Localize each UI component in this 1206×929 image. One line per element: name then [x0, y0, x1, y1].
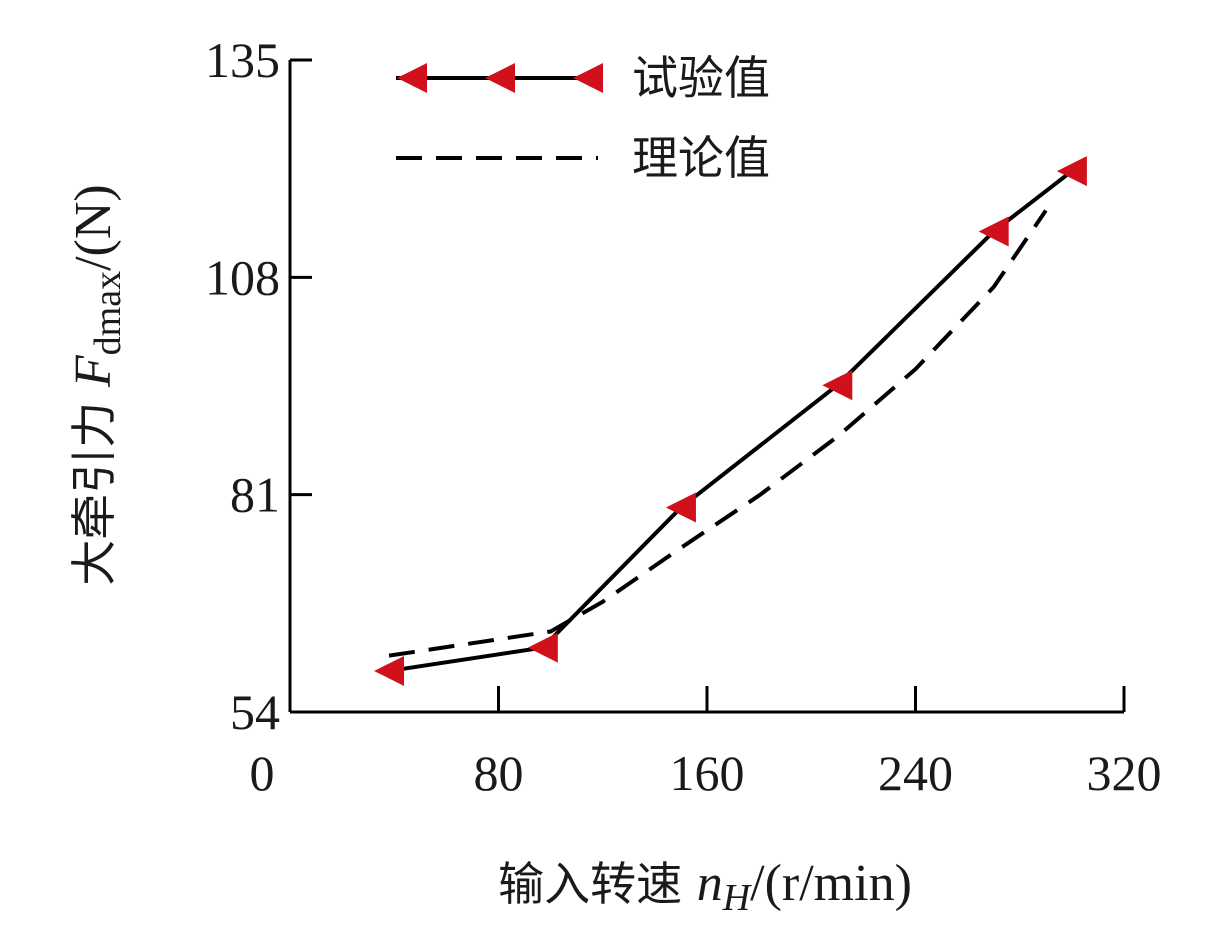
series-2 — [388, 209, 1048, 658]
series-1 — [374, 156, 1087, 686]
x-axis-ticks: 0 80 160 240 320 — [250, 686, 1162, 801]
x-axis-label-prefix: 输入转速 — [498, 857, 697, 911]
series-1-point — [527, 632, 558, 663]
x-tick-label: 80 — [474, 745, 524, 801]
x-tick-label: 160 — [670, 745, 745, 801]
x-axis-label-unit: /(r/min) — [750, 855, 912, 912]
series-1-point — [665, 492, 696, 523]
x-axis-label-symbol: n — [697, 855, 723, 912]
legend-label: 理论值 — [632, 131, 770, 185]
series-1-point — [1056, 156, 1087, 187]
legend-item-2: 理论值 — [396, 131, 770, 185]
x-axis-label-subscript: H — [722, 877, 753, 919]
series-2-line — [388, 209, 1048, 658]
legend-label: 试验值 — [632, 51, 770, 105]
series-1-point — [374, 655, 405, 686]
y-axis-label-symbol: F — [65, 354, 122, 388]
x-tick-label: 0 — [250, 745, 275, 801]
legend-marker — [397, 63, 427, 93]
y-axis-label-unit: /(N) — [65, 184, 122, 271]
series-1-point — [822, 370, 853, 401]
y-tick-label: 54 — [230, 684, 280, 740]
y-tick-label: 81 — [230, 467, 280, 523]
series-1-point — [978, 216, 1009, 247]
series-layer — [374, 156, 1087, 686]
x-tick-label: 240 — [878, 745, 953, 801]
y-axis-label: 大牵引力 Fdmax/(N) — [65, 184, 129, 585]
series-1-line — [388, 169, 1074, 673]
x-axis-label: 输入转速 nH/(r/min) — [498, 855, 912, 919]
y-tick-label: 108 — [205, 249, 280, 305]
x-tick-label: 320 — [1087, 745, 1162, 801]
legend-marker — [573, 63, 603, 93]
y-tick-label: 135 — [205, 32, 280, 88]
y-axis-label-subscript: dmax — [87, 271, 129, 355]
legend-marker — [485, 63, 515, 93]
legend-item-1: 试验值 — [396, 51, 770, 105]
y-axis-ticks: 54 81 108 135 — [205, 32, 312, 740]
y-axis-label-prefix: 大牵引力 — [67, 387, 121, 586]
